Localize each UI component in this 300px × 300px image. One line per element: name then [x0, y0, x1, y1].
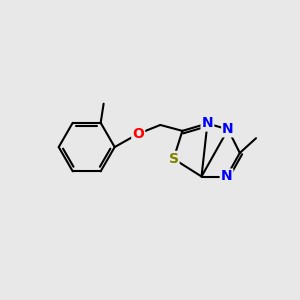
Text: O: O	[132, 127, 144, 141]
Text: S: S	[169, 152, 178, 166]
Text: N: N	[221, 169, 232, 184]
Text: N: N	[202, 116, 213, 130]
Text: N: N	[222, 122, 234, 136]
